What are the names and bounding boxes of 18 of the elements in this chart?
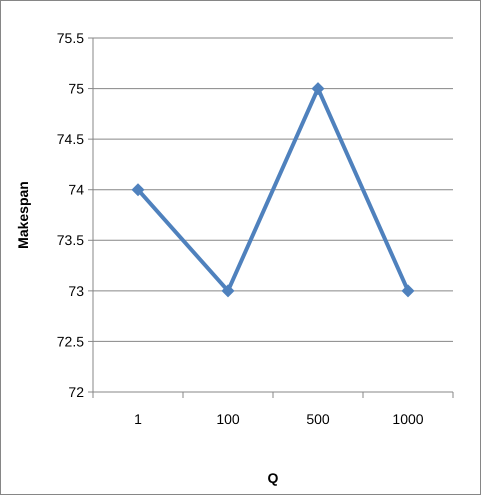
x-tick-label: 500 <box>306 411 330 427</box>
y-axis-title: Makespan <box>15 181 31 249</box>
x-axis-title: Q <box>268 470 279 486</box>
y-tick-label: 72 <box>68 384 84 400</box>
point <box>402 284 414 298</box>
x-tick-label: 100 <box>216 411 240 427</box>
x-tick-label: 1000 <box>392 411 424 427</box>
x-tick-label: 1 <box>134 411 142 427</box>
y-tick-label: 72.5 <box>56 333 84 350</box>
point <box>312 82 324 96</box>
y-tick-label: 73.5 <box>56 232 84 248</box>
y-tick-label: 74 <box>68 182 84 198</box>
y-tick-label: 74.5 <box>56 131 84 148</box>
y-tick-label: 75 <box>68 80 84 96</box>
y-tick-label: 73 <box>68 282 84 299</box>
point <box>132 183 144 196</box>
y-tick-label: 75.5 <box>56 30 84 46</box>
point <box>222 284 234 298</box>
